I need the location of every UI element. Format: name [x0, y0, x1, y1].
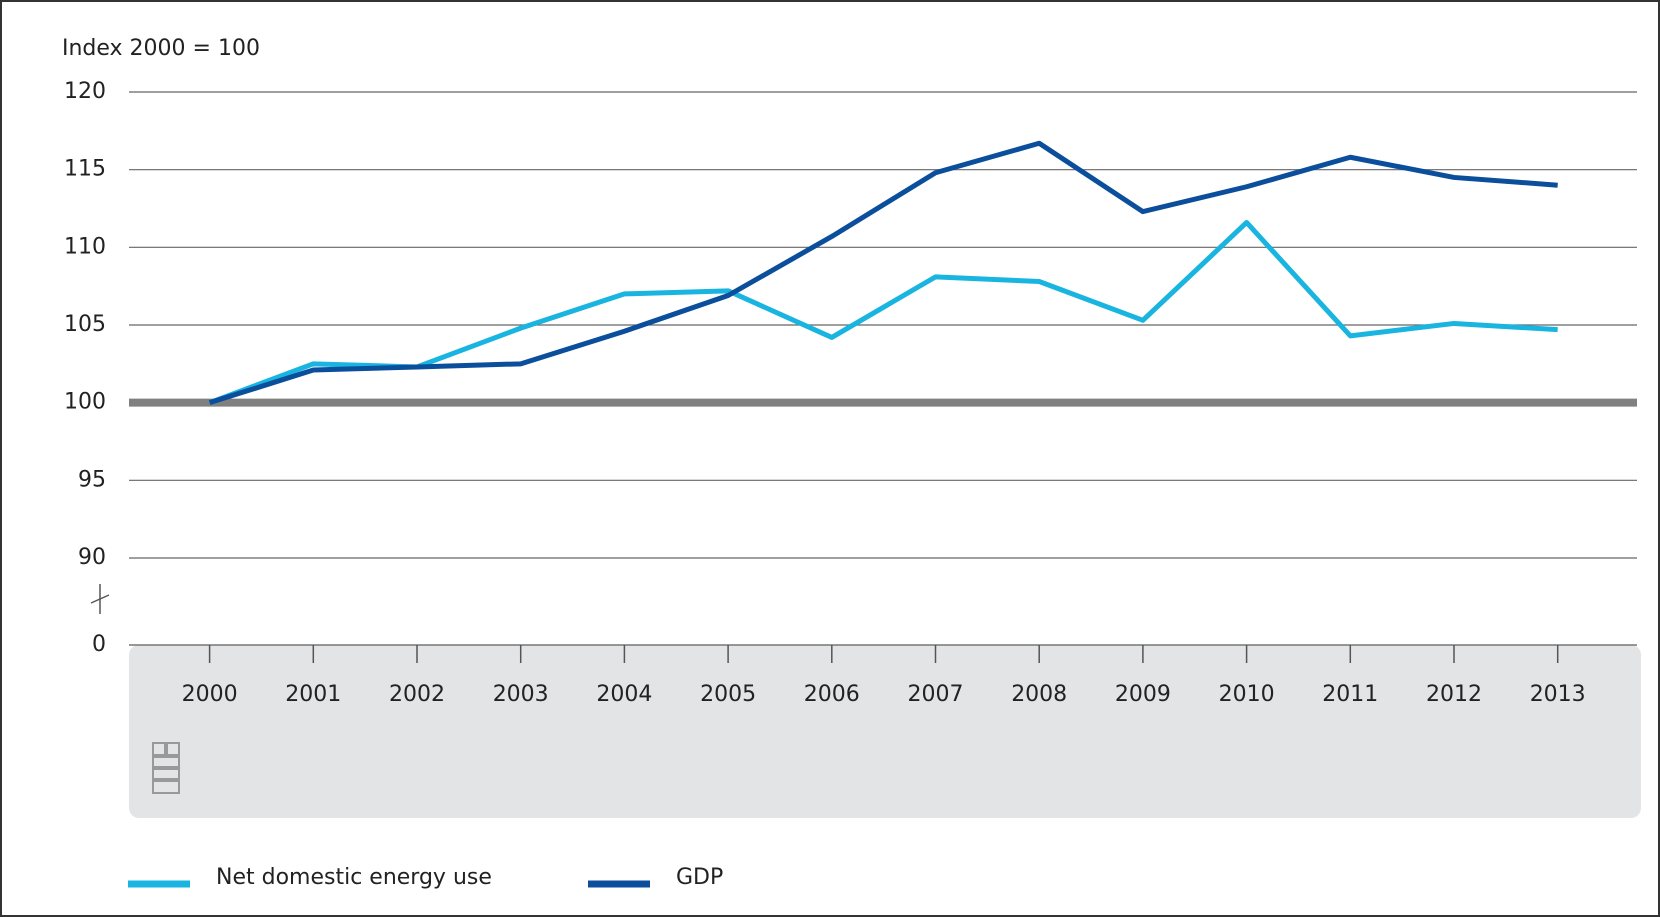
- x-tick-label: 2002: [389, 682, 445, 707]
- x-tick-label: 2008: [1011, 682, 1067, 707]
- y-tick-label: 105: [64, 312, 106, 337]
- y-tick-label: 90: [78, 545, 106, 570]
- x-tick-label: 2011: [1322, 682, 1378, 707]
- series-line: [208, 219, 1558, 406]
- x-tick-label: 2012: [1426, 682, 1482, 707]
- y-tick-label: 115: [64, 157, 106, 182]
- x-tick-label: 2000: [182, 682, 238, 707]
- x-tick-label: 2007: [908, 682, 964, 707]
- cbs-logo: [152, 742, 180, 794]
- x-tick-label: 2013: [1530, 682, 1586, 707]
- y-tick-label: 100: [64, 390, 106, 415]
- legend-label: GDP: [676, 865, 723, 890]
- axis-break: [90, 584, 110, 614]
- y-tick-label: 110: [64, 234, 106, 259]
- x-tick-label: 2004: [596, 682, 652, 707]
- series-line: [208, 140, 1558, 406]
- y-tick-label: 95: [78, 467, 106, 492]
- y-tick-label: 120: [64, 79, 106, 104]
- x-tick-label: 2006: [804, 682, 860, 707]
- y-axis-label: Index 2000 = 100: [62, 36, 260, 61]
- x-tick-label: 2003: [493, 682, 549, 707]
- x-tick-label: 2009: [1115, 682, 1171, 707]
- x-tick-label: 2005: [700, 682, 756, 707]
- x-tick-label: 2001: [285, 682, 341, 707]
- y-tick-label: 0: [92, 632, 106, 657]
- x-tick-label: 2010: [1219, 682, 1275, 707]
- x-axis-band: [129, 645, 1641, 818]
- legend-label: Net domestic energy use: [216, 865, 492, 890]
